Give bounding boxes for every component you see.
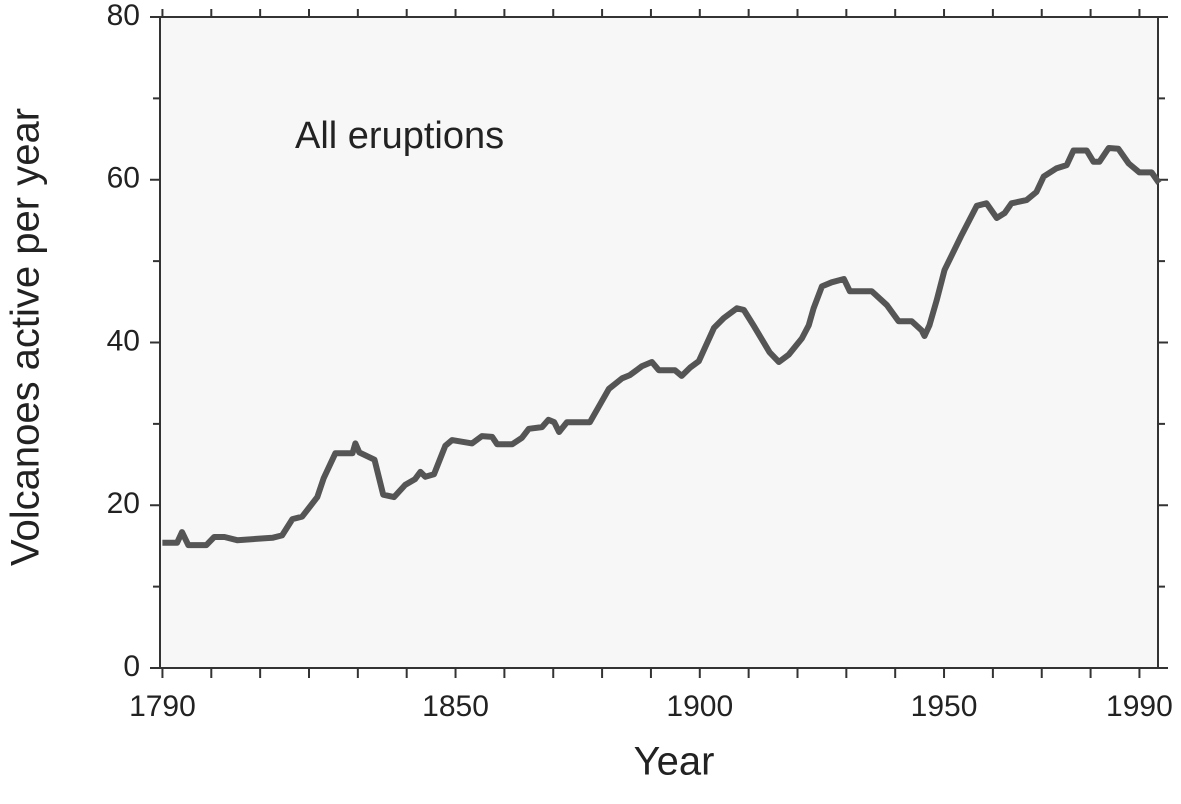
x-tick-label: 1850 [422,690,489,723]
y-tick-label: 80 [107,0,140,32]
y-tick-label: 40 [107,324,140,357]
y-axis-label: Volcanoes active per year [4,108,48,566]
plot-area [159,16,1159,669]
data-line [162,145,1162,549]
x-axis-label: Year [634,740,715,784]
y-tick-label: 60 [107,162,140,195]
x-tick-label: 1990 [1106,690,1173,723]
y-tick-label: 20 [107,487,140,520]
annotation: All eruptions [295,115,504,157]
y-tick-label: 0 [123,650,140,683]
x-tick-label: 1950 [911,690,978,723]
x-tick-label: 1790 [129,690,196,723]
x-tick-label: 1900 [666,690,733,723]
